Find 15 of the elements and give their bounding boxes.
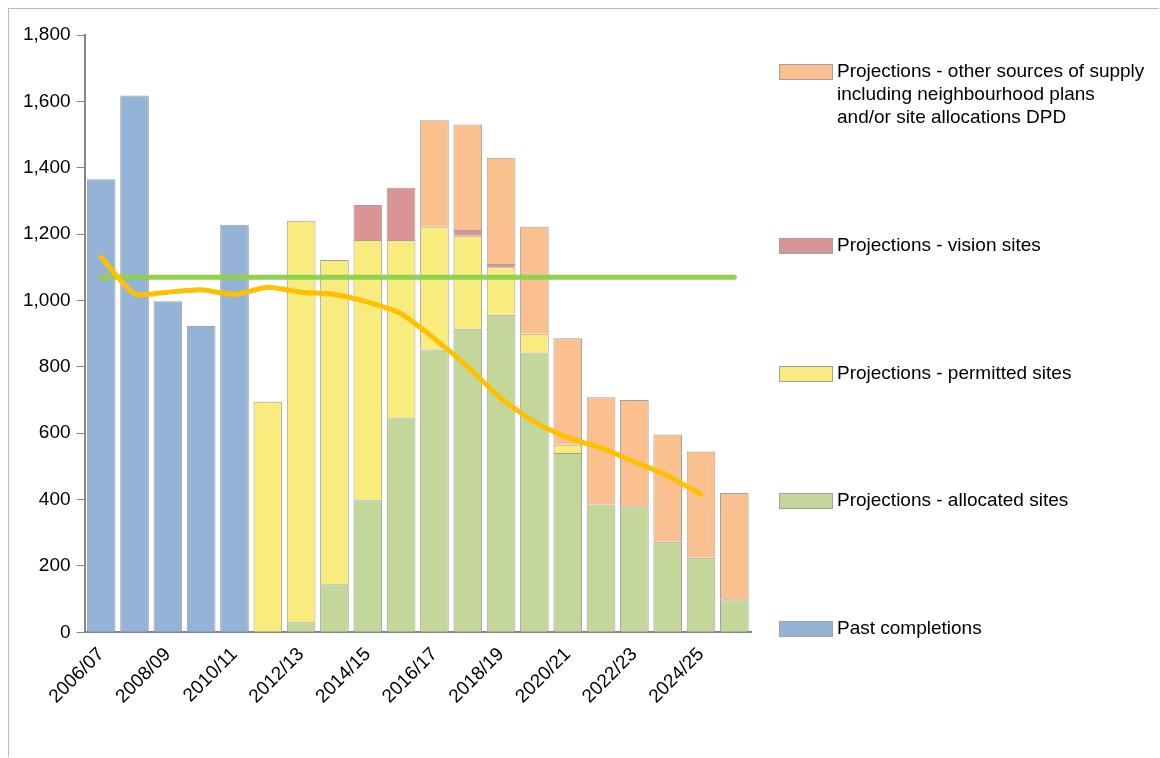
y-tick-label: 1,000 — [23, 288, 71, 310]
y-tick-label: 1,200 — [23, 222, 71, 244]
y-tick-label: 600 — [38, 421, 71, 443]
y-tick-label: 400 — [38, 487, 71, 509]
y-tick-label: 1,400 — [23, 155, 71, 177]
legend-label: Projections - other sources of supply including neighbourhood plans and/or site allocations DPD — [837, 59, 1146, 128]
legend-label: Projections - vision sites — [837, 232, 1041, 256]
legend-label: Projections - allocated sites — [837, 488, 1069, 512]
y-tick-label: 1,800 — [23, 23, 71, 45]
y-tick-label: 800 — [38, 355, 71, 377]
y-tick-label: 0 — [59, 620, 71, 642]
legend-label: Past completions — [837, 616, 982, 639]
y-tick-label: 1,600 — [23, 89, 71, 111]
y-tick-label: 200 — [38, 554, 71, 576]
legend-label: Projections - permitted sites — [837, 360, 1072, 384]
